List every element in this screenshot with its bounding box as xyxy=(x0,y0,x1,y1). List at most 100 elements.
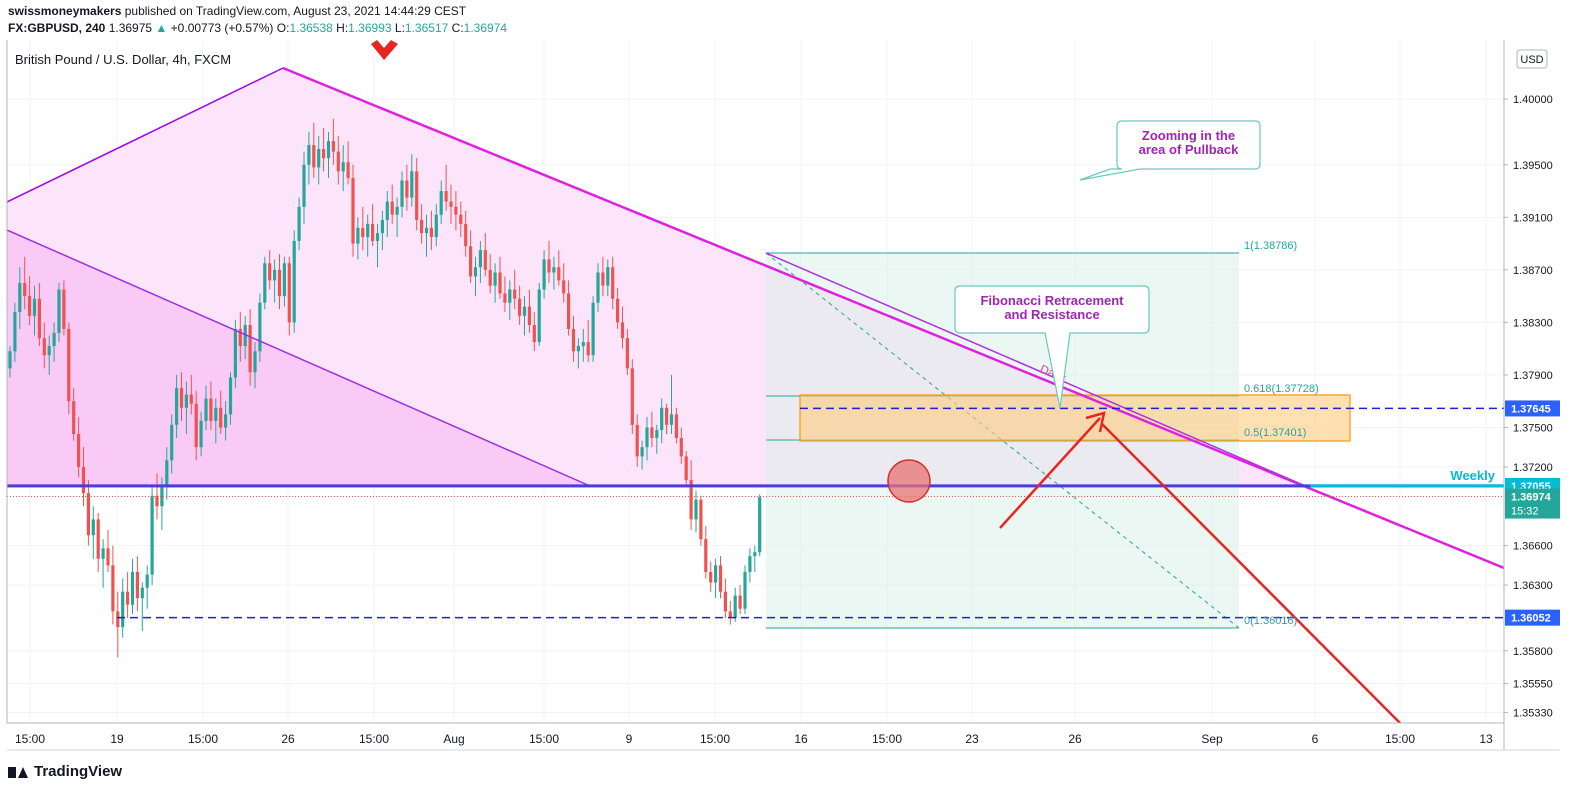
candle-body xyxy=(111,565,115,612)
candle-body xyxy=(415,171,419,220)
candle-body xyxy=(655,430,659,438)
y-tick-label: 1.36600 xyxy=(1513,541,1553,553)
publish-info: swissmoneymakers published on TradingVie… xyxy=(8,4,466,18)
x-tick-label: 19 xyxy=(110,732,124,746)
candle-body xyxy=(400,180,404,207)
x-tick-label: 15:00 xyxy=(188,732,218,746)
candle-body xyxy=(228,377,233,415)
y-tick-label: 1.38700 xyxy=(1513,265,1553,277)
candle-body xyxy=(571,328,576,352)
candle-body xyxy=(591,302,595,356)
candle-body xyxy=(748,556,752,572)
candle-body xyxy=(62,289,66,329)
candle-body xyxy=(292,240,296,323)
pullback-arrow-head xyxy=(1085,411,1106,433)
candle-body xyxy=(718,565,723,592)
x-tick-label: 9 xyxy=(626,732,633,746)
pullback-arrow-line xyxy=(999,417,1101,529)
low-value: 1.36517 xyxy=(404,21,449,35)
candle-body xyxy=(356,227,360,244)
candle-body xyxy=(439,191,443,215)
candle-body xyxy=(753,552,757,557)
x-tick-label: 26 xyxy=(281,732,295,746)
candle-body xyxy=(723,591,727,612)
candle-body xyxy=(209,398,213,421)
candle-body xyxy=(410,171,414,198)
weekly-label: Weekly xyxy=(1450,468,1495,483)
candle-body xyxy=(13,311,17,352)
publish-text: published on TradingView.com, August 23,… xyxy=(121,4,467,18)
x-tick-label: 23 xyxy=(965,732,979,746)
candle-body xyxy=(532,325,536,343)
candle-body xyxy=(165,460,169,487)
currency-label: USD xyxy=(1520,54,1543,66)
y-tick-label: 1.38300 xyxy=(1513,317,1553,329)
candle-body xyxy=(488,269,492,286)
x-tick-label: 13 xyxy=(1479,732,1493,746)
price-label-text: 1.37645 xyxy=(1511,403,1551,415)
callout-fibonacci-text: and Resistance xyxy=(1004,307,1099,322)
price-label-countdown: 15:32 xyxy=(1511,506,1539,518)
candle-body xyxy=(650,427,654,438)
fib-label: 0.618(1.37728) xyxy=(1244,383,1319,395)
y-tick-label: 1.39500 xyxy=(1513,160,1553,172)
candle-body xyxy=(498,272,502,294)
candle-body xyxy=(557,267,561,281)
low-label: L: xyxy=(394,21,405,35)
candle-body xyxy=(709,571,713,583)
y-tick-label: 1.35800 xyxy=(1513,646,1553,658)
candle-body xyxy=(8,351,12,369)
candle-body xyxy=(616,298,620,323)
candle-body xyxy=(483,250,487,270)
candle-body xyxy=(420,219,424,234)
x-tick-label: 15:00 xyxy=(529,732,559,746)
candle-body xyxy=(689,480,693,520)
candle-body xyxy=(542,259,546,290)
candle-body xyxy=(135,571,139,599)
candle-body xyxy=(233,328,237,378)
candle-body xyxy=(194,403,198,448)
tradingview-logo[interactable]: TradingView xyxy=(8,763,122,780)
candle-body xyxy=(380,219,384,234)
close-value: 1.36974 xyxy=(463,21,508,35)
candle-body xyxy=(424,227,429,234)
price-chart[interactable]: 1(1.38786) 0.618(1.37728) 0.5(1.37401) 0(1.… xyxy=(0,0,1588,760)
candle-body xyxy=(307,145,311,165)
candle-body xyxy=(346,162,350,178)
x-tick-label: 16 xyxy=(794,732,808,746)
candle-body xyxy=(694,499,698,520)
candle-body xyxy=(336,151,340,172)
candle-body xyxy=(277,269,282,297)
x-tick-label: 15:00 xyxy=(872,732,902,746)
candle-body xyxy=(248,325,252,373)
candle-body xyxy=(179,388,184,408)
candle-body xyxy=(645,427,649,448)
candle-body xyxy=(679,437,683,457)
candle-body xyxy=(106,548,110,566)
candle-body xyxy=(67,328,71,402)
symbol: FX:GBPUSD, 240 xyxy=(8,21,106,35)
candle-body xyxy=(660,407,664,431)
candle-body xyxy=(606,267,610,286)
candle-body xyxy=(464,223,468,247)
candle-body xyxy=(351,177,355,244)
candle-body xyxy=(219,407,223,428)
candle-body xyxy=(317,149,321,168)
candle-body xyxy=(469,246,473,277)
candle-body xyxy=(121,591,125,628)
candle-body xyxy=(189,394,193,404)
candle-body xyxy=(503,293,507,303)
candle-body xyxy=(160,486,164,507)
candle-body xyxy=(258,302,262,352)
last-price: 1.36975 xyxy=(108,21,153,35)
candle-body xyxy=(297,206,301,241)
candle-body xyxy=(150,495,154,575)
candle-body xyxy=(758,497,762,553)
candle-body xyxy=(224,414,228,428)
candle-body xyxy=(390,201,394,215)
y-tick-label: 1.35550 xyxy=(1513,679,1553,691)
candle-body xyxy=(341,162,345,172)
candle-body xyxy=(126,591,130,605)
y-tick-label: 1.35330 xyxy=(1513,707,1553,719)
candle-body xyxy=(552,267,556,273)
